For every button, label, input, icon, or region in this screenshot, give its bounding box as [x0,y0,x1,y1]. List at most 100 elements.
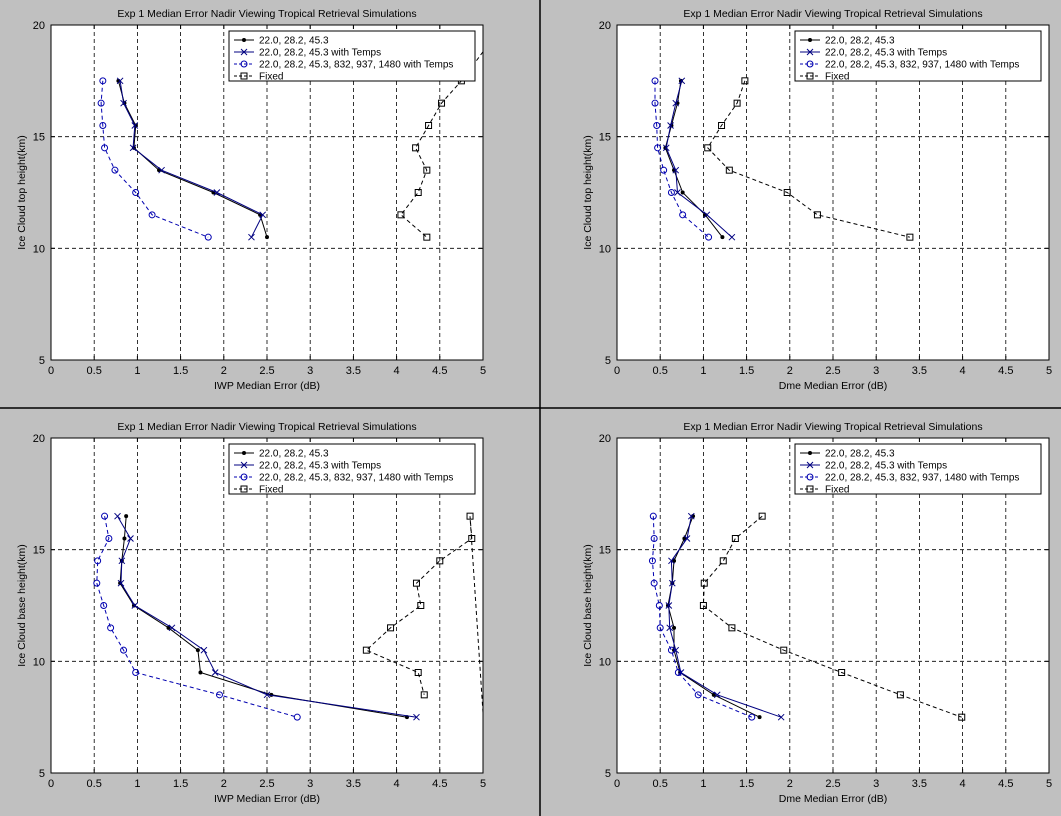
data-point [200,646,208,654]
data-point-stroke-b [158,166,165,174]
x-axis-label: Dme Median Error (dB) [779,793,888,805]
data-point [718,122,726,129]
legend-entry: 22.0, 28.2, 45.3, 832, 937, 1480 with Te… [825,60,1019,71]
data-point-stroke-b [674,189,681,196]
legend-box [228,443,476,495]
y-tick-label: 10 [599,243,611,255]
data-point [362,646,370,654]
data-point [107,624,115,632]
x-tick-label: 3.5 [346,778,361,790]
data-point [114,512,121,520]
data-point [118,557,126,565]
y-tick-label: 5 [39,768,45,780]
x-axis-label: IWP Median Error (dB) [214,380,320,392]
data-point [412,579,420,587]
data-point [131,603,136,608]
data-point-stroke-b [672,99,680,107]
legend-entry: 22.0, 28.2, 45.3, 832, 937, 1480 with Te… [259,473,453,484]
data-point [425,122,433,129]
series-4 [704,77,914,241]
data-point [158,166,165,174]
data-point [660,166,668,174]
x-tick-label: 1.5 [173,365,188,377]
series-line [365,516,483,713]
y-tick-label: 20 [599,433,611,445]
data-point [728,624,736,632]
data-point-stroke-b [668,557,675,565]
data-point-stroke-b [703,211,711,219]
series-3 [93,512,301,721]
x-tick-label: 0.5 [87,778,102,790]
chart-title: Exp 1 Median Error Nadir Viewing Tropica… [683,421,982,433]
series-3 [648,512,756,721]
x-tick-label: 3.5 [912,365,927,377]
data-point [667,122,674,129]
y-axis-label: Ice Cloud top height(km) [16,135,28,249]
data-point [120,646,128,654]
data-point [129,144,137,152]
x-tick-label: 3.5 [346,365,361,377]
grid [50,24,484,361]
series-4 [699,512,966,721]
legend-box [794,443,1042,495]
series-line [665,80,733,238]
x-tick-label: 4.5 [432,778,447,790]
x-tick-label: 2.5 [825,365,840,377]
data-point-stroke-b [118,557,126,565]
data-point-stroke-b [666,624,674,632]
chart-panel-3: 0 0.5 1 1.5 2 2.5 3 3.5 4 4.5 5 5 10 15 20 Exp 1 Median… [16,421,486,805]
data-point [213,189,221,196]
data-point [672,625,677,630]
data-point [725,166,733,174]
data-point [132,189,140,196]
series-line [100,80,209,238]
data-point [436,557,444,565]
x-tick-label: 3 [307,778,313,790]
y-tick-label: 20 [33,20,45,32]
legend-entry: 22.0, 28.2, 45.3, 832, 937, 1480 with Te… [259,60,453,71]
legend-marker [240,461,248,469]
data-point [678,77,686,85]
y-tick-label: 20 [599,20,611,32]
data-point-stroke-b [728,233,736,241]
x-tick-label: 3 [873,365,879,377]
legend: 22.0, 28.2, 45.322.0, 28.2, 45.3 with Te… [794,30,1042,83]
x-axis-label: IWP Median Error (dB) [214,793,320,805]
data-point [733,99,741,107]
x-tick-label: 1 [134,778,140,790]
data-point [417,602,425,609]
data-point [653,122,661,129]
data-point [211,669,219,676]
legend-box [794,30,1042,82]
data-point-stroke-b [131,122,139,129]
y-tick-label: 15 [599,545,611,557]
data-point [655,602,663,609]
data-point-stroke-b [665,602,673,609]
data-point [662,144,670,152]
data-point [466,512,474,520]
data-point [204,233,212,241]
chart-title: Exp 1 Median Error Nadir Viewing Tropica… [117,421,416,433]
legend: 22.0, 28.2, 45.322.0, 28.2, 45.3 with Te… [794,443,1042,496]
data-point [215,691,223,699]
x-tick-label: 4 [394,778,400,790]
data-point-stroke-b [131,602,139,609]
data-point [713,691,721,699]
legend-entry: Fixed [259,485,283,496]
data-point-stroke-b [667,122,674,129]
data-point [413,713,420,721]
data-point [896,691,904,699]
data-point [94,557,102,565]
data-point-stroke-b [114,512,121,520]
legend-entry: Fixed [259,72,283,83]
data-point [672,166,680,174]
data-point [101,512,109,520]
data-point [195,648,200,653]
legend-marker [808,451,812,455]
series-2 [114,512,420,721]
legend-entry: 22.0, 28.2, 45.3 [825,449,895,460]
data-point [667,189,675,196]
y-axis-label: Ice Cloud base height(km) [582,544,594,667]
data-point [100,602,108,609]
